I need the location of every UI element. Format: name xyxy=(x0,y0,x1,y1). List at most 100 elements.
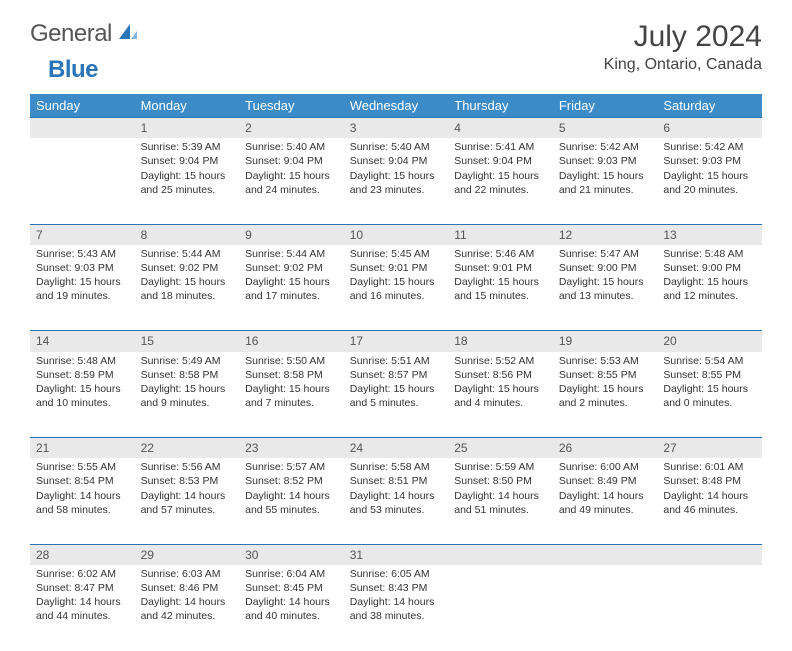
day-details: Sunrise: 5:54 AMSunset: 8:55 PMDaylight:… xyxy=(657,352,762,417)
daylight-line: Daylight: 14 hours and 46 minutes. xyxy=(663,489,756,517)
day-number-cell: 7 xyxy=(30,224,135,245)
daylight-line: Daylight: 14 hours and 58 minutes. xyxy=(36,489,129,517)
sunset-line: Sunset: 9:04 PM xyxy=(454,154,547,168)
day-number-row: 123456 xyxy=(30,118,762,139)
day-body-cell: Sunrise: 5:50 AMSunset: 8:58 PMDaylight:… xyxy=(239,352,344,438)
day-details: Sunrise: 6:03 AMSunset: 8:46 PMDaylight:… xyxy=(135,565,240,630)
sunrise-line: Sunrise: 5:46 AM xyxy=(454,247,547,261)
daylight-line: Daylight: 15 hours and 21 minutes. xyxy=(559,169,652,197)
daylight-line: Daylight: 15 hours and 24 minutes. xyxy=(245,169,338,197)
sunset-line: Sunset: 8:46 PM xyxy=(141,581,234,595)
sunrise-line: Sunrise: 5:42 AM xyxy=(559,140,652,154)
day-details: Sunrise: 5:44 AMSunset: 9:02 PMDaylight:… xyxy=(239,245,344,310)
daylight-line: Daylight: 15 hours and 19 minutes. xyxy=(36,275,129,303)
day-body-cell xyxy=(30,138,135,224)
day-details: Sunrise: 5:58 AMSunset: 8:51 PMDaylight:… xyxy=(344,458,449,523)
day-details: Sunrise: 5:56 AMSunset: 8:53 PMDaylight:… xyxy=(135,458,240,523)
day-body-cell xyxy=(553,565,658,651)
day-details: Sunrise: 6:02 AMSunset: 8:47 PMDaylight:… xyxy=(30,565,135,630)
day-number-cell xyxy=(553,544,658,565)
day-number-cell: 24 xyxy=(344,438,449,459)
sunrise-line: Sunrise: 5:54 AM xyxy=(663,354,756,368)
sunrise-line: Sunrise: 5:55 AM xyxy=(36,460,129,474)
day-details: Sunrise: 5:42 AMSunset: 9:03 PMDaylight:… xyxy=(553,138,658,203)
day-details: Sunrise: 5:42 AMSunset: 9:03 PMDaylight:… xyxy=(657,138,762,203)
logo-word2: Blue xyxy=(48,56,98,83)
sunrise-line: Sunrise: 5:44 AM xyxy=(245,247,338,261)
day-body-cell: Sunrise: 5:39 AMSunset: 9:04 PMDaylight:… xyxy=(135,138,240,224)
day-body-cell: Sunrise: 5:44 AMSunset: 9:02 PMDaylight:… xyxy=(239,245,344,331)
day-details: Sunrise: 6:04 AMSunset: 8:45 PMDaylight:… xyxy=(239,565,344,630)
day-number-row: 21222324252627 xyxy=(30,438,762,459)
day-details: Sunrise: 5:39 AMSunset: 9:04 PMDaylight:… xyxy=(135,138,240,203)
day-body-cell: Sunrise: 5:48 AMSunset: 8:59 PMDaylight:… xyxy=(30,352,135,438)
daylight-line: Daylight: 14 hours and 40 minutes. xyxy=(245,595,338,623)
sunrise-line: Sunrise: 5:45 AM xyxy=(350,247,443,261)
day-details: Sunrise: 6:01 AMSunset: 8:48 PMDaylight:… xyxy=(657,458,762,523)
sunset-line: Sunset: 8:45 PM xyxy=(245,581,338,595)
weekday-header: Sunday xyxy=(30,94,135,118)
day-details: Sunrise: 5:50 AMSunset: 8:58 PMDaylight:… xyxy=(239,352,344,417)
sunset-line: Sunset: 9:04 PM xyxy=(350,154,443,168)
sunset-line: Sunset: 9:01 PM xyxy=(454,261,547,275)
daylight-line: Daylight: 15 hours and 7 minutes. xyxy=(245,382,338,410)
daylight-line: Daylight: 14 hours and 53 minutes. xyxy=(350,489,443,517)
sunrise-line: Sunrise: 5:39 AM xyxy=(141,140,234,154)
day-number-cell: 26 xyxy=(553,438,658,459)
daylight-line: Daylight: 14 hours and 44 minutes. xyxy=(36,595,129,623)
daylight-line: Daylight: 15 hours and 13 minutes. xyxy=(559,275,652,303)
sunset-line: Sunset: 8:54 PM xyxy=(36,474,129,488)
day-details: Sunrise: 5:41 AMSunset: 9:04 PMDaylight:… xyxy=(448,138,553,203)
sunrise-line: Sunrise: 6:03 AM xyxy=(141,567,234,581)
day-body-cell: Sunrise: 6:03 AMSunset: 8:46 PMDaylight:… xyxy=(135,565,240,651)
day-number-cell: 1 xyxy=(135,118,240,139)
day-number-row: 28293031 xyxy=(30,544,762,565)
day-number-cell: 9 xyxy=(239,224,344,245)
day-number-cell: 15 xyxy=(135,331,240,352)
day-body-row: Sunrise: 5:48 AMSunset: 8:59 PMDaylight:… xyxy=(30,352,762,438)
day-details: Sunrise: 5:40 AMSunset: 9:04 PMDaylight:… xyxy=(239,138,344,203)
day-body-row: Sunrise: 5:39 AMSunset: 9:04 PMDaylight:… xyxy=(30,138,762,224)
daylight-line: Daylight: 15 hours and 10 minutes. xyxy=(36,382,129,410)
day-number-cell: 6 xyxy=(657,118,762,139)
day-body-cell: Sunrise: 5:59 AMSunset: 8:50 PMDaylight:… xyxy=(448,458,553,544)
day-number-cell xyxy=(30,118,135,139)
day-body-cell: Sunrise: 5:52 AMSunset: 8:56 PMDaylight:… xyxy=(448,352,553,438)
day-number-cell: 27 xyxy=(657,438,762,459)
sunset-line: Sunset: 9:00 PM xyxy=(559,261,652,275)
day-number-row: 14151617181920 xyxy=(30,331,762,352)
day-body-cell: Sunrise: 5:41 AMSunset: 9:04 PMDaylight:… xyxy=(448,138,553,224)
day-details: Sunrise: 5:59 AMSunset: 8:50 PMDaylight:… xyxy=(448,458,553,523)
sunrise-line: Sunrise: 6:02 AM xyxy=(36,567,129,581)
page-title: July 2024 xyxy=(604,20,762,54)
sunset-line: Sunset: 8:43 PM xyxy=(350,581,443,595)
daylight-line: Daylight: 15 hours and 2 minutes. xyxy=(559,382,652,410)
sunset-line: Sunset: 9:02 PM xyxy=(245,261,338,275)
daylight-line: Daylight: 14 hours and 51 minutes. xyxy=(454,489,547,517)
sunset-line: Sunset: 8:50 PM xyxy=(454,474,547,488)
daylight-line: Daylight: 15 hours and 0 minutes. xyxy=(663,382,756,410)
sunrise-line: Sunrise: 5:58 AM xyxy=(350,460,443,474)
daylight-line: Daylight: 15 hours and 4 minutes. xyxy=(454,382,547,410)
daylight-line: Daylight: 15 hours and 20 minutes. xyxy=(663,169,756,197)
daylight-line: Daylight: 15 hours and 18 minutes. xyxy=(141,275,234,303)
day-body-cell: Sunrise: 6:04 AMSunset: 8:45 PMDaylight:… xyxy=(239,565,344,651)
day-details: Sunrise: 5:48 AMSunset: 9:00 PMDaylight:… xyxy=(657,245,762,310)
day-number-cell: 10 xyxy=(344,224,449,245)
sunrise-line: Sunrise: 5:49 AM xyxy=(141,354,234,368)
day-details: Sunrise: 6:05 AMSunset: 8:43 PMDaylight:… xyxy=(344,565,449,630)
weekday-header: Saturday xyxy=(657,94,762,118)
sunset-line: Sunset: 8:55 PM xyxy=(559,368,652,382)
day-number-cell: 3 xyxy=(344,118,449,139)
sunset-line: Sunset: 8:55 PM xyxy=(663,368,756,382)
sunrise-line: Sunrise: 5:47 AM xyxy=(559,247,652,261)
sunset-line: Sunset: 8:48 PM xyxy=(663,474,756,488)
sunrise-line: Sunrise: 5:56 AM xyxy=(141,460,234,474)
day-body-cell: Sunrise: 6:01 AMSunset: 8:48 PMDaylight:… xyxy=(657,458,762,544)
day-body-cell: Sunrise: 5:43 AMSunset: 9:03 PMDaylight:… xyxy=(30,245,135,331)
daylight-line: Daylight: 15 hours and 5 minutes. xyxy=(350,382,443,410)
day-number-cell: 20 xyxy=(657,331,762,352)
sunset-line: Sunset: 9:04 PM xyxy=(141,154,234,168)
day-body-cell: Sunrise: 5:54 AMSunset: 8:55 PMDaylight:… xyxy=(657,352,762,438)
sunset-line: Sunset: 8:53 PM xyxy=(141,474,234,488)
